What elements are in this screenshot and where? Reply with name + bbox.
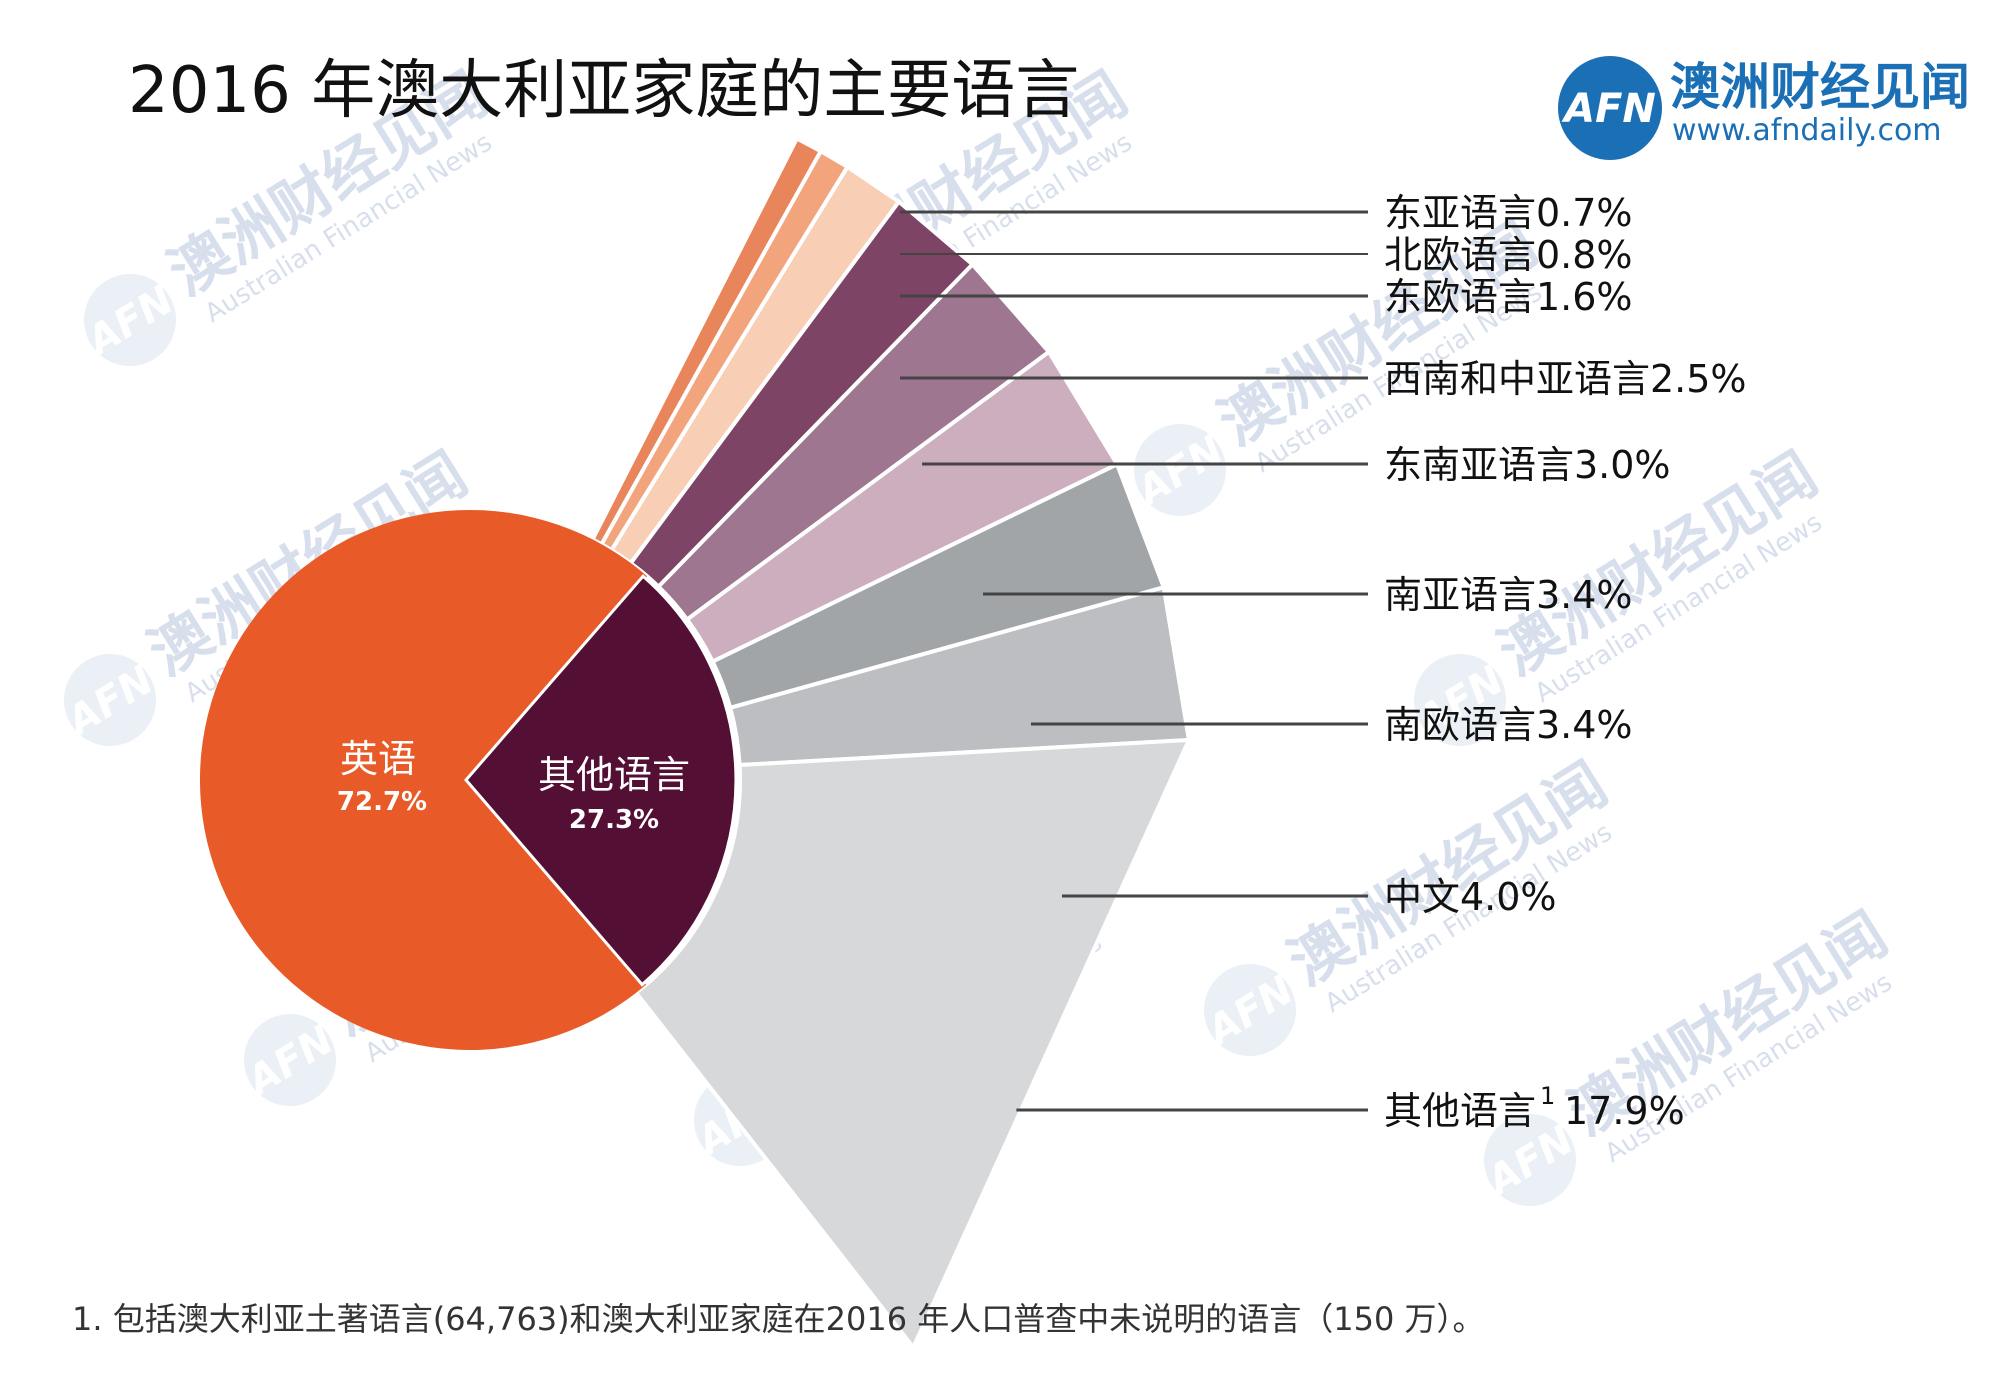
fan-value-8: 17.9%: [1564, 1089, 1685, 1133]
pie-value-english: 72.7%: [337, 787, 427, 817]
watermark-logo-circle: [1134, 424, 1226, 516]
fan-label-8: 其他语言: [1384, 1089, 1536, 1133]
pie-slice-other: [464, 574, 738, 987]
pie-slice-english: [199, 509, 648, 1050]
watermark-logo-circle: [1414, 654, 1506, 746]
breakdown-fan: [589, 135, 1193, 1352]
afn-logo-text: AFN: [1561, 86, 1656, 132]
fan-segment-5: [684, 348, 1120, 665]
fan-label-3: 西南和中亚语言2.5%: [1384, 357, 1747, 401]
watermark-logo-circle: [84, 274, 176, 366]
pie-value-other: 27.3%: [569, 805, 659, 835]
fan-segment-7: [727, 584, 1192, 768]
fan-label-2: 东欧语言1.6%: [1384, 275, 1633, 319]
afn-logo-circle: [1558, 56, 1662, 160]
main-pie: 英语 72.7% 其他语言 27.3%: [199, 509, 738, 1050]
fan-label-1: 北欧语言0.8%: [1384, 233, 1633, 277]
fan-label-0: 东亚语言0.7%: [1384, 191, 1633, 235]
brand-logo: AFN 澳洲财经见闻 www.afndaily.com: [1558, 56, 1970, 160]
footnote-mark: 1: [1540, 1082, 1555, 1110]
pie-label-english: 英语: [340, 737, 416, 781]
brand-name: 澳洲财经见闻: [1670, 58, 1970, 116]
fan-label-5: 南亚语言3.4%: [1384, 573, 1633, 617]
chart-title: 2016 年澳大利亚家庭的主要语言: [128, 54, 1079, 128]
watermark-logo-circle: [1204, 964, 1296, 1056]
label-group: 东亚语言0.7%北欧语言0.8%东欧语言1.6% 西南和中亚语言2.5% 东南亚语言…: [1384, 191, 1747, 1133]
watermark-logo-circle: [244, 1014, 336, 1106]
fan-segment-8: [633, 737, 1193, 1352]
label-leaders: [900, 210, 1368, 1112]
fan-segment-6: [710, 461, 1167, 711]
footnote: 1. 包括澳大利亚土著语言(64,763)和澳大利亚家庭在2016 年人口普查中…: [72, 1300, 1485, 1338]
fan-label-6: 南欧语言3.4%: [1384, 703, 1633, 747]
fan-segment-4: [655, 261, 1052, 623]
brand-url: www.afndaily.com: [1672, 113, 1942, 148]
pie-label-other: 其他语言: [538, 753, 690, 797]
watermark-logo-circle: [64, 654, 156, 746]
fan-label-7: 中文4.0%: [1384, 875, 1557, 919]
watermark-logo-circle: [1484, 1114, 1576, 1206]
fan-label-4: 东南亚语言3.0%: [1384, 443, 1671, 487]
